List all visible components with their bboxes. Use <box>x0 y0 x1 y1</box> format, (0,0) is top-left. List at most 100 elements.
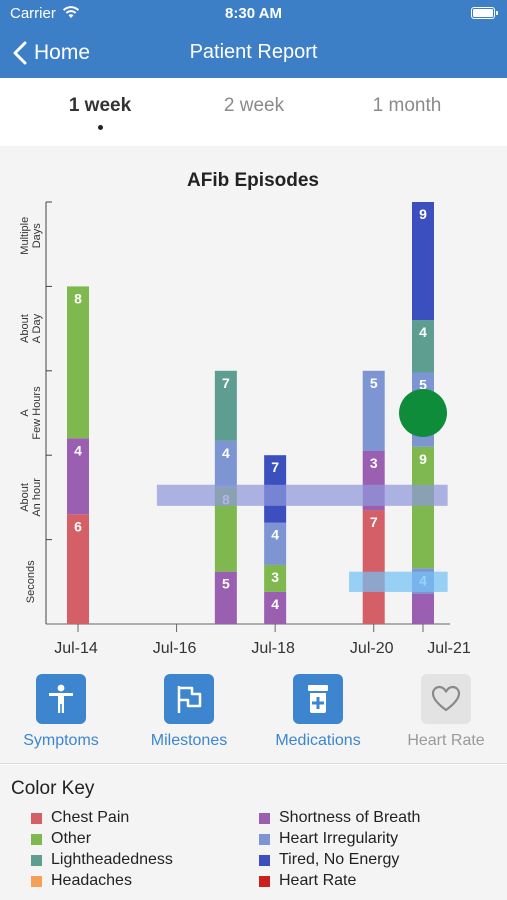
bar-segment <box>362 510 385 624</box>
heart-icon <box>431 685 461 712</box>
heart-rate-marker <box>399 389 447 437</box>
heart-rate-button[interactable]: Heart Rate <box>391 674 501 750</box>
bar-segment <box>214 487 237 572</box>
bar-segment <box>67 514 89 624</box>
bar-segment <box>214 571 237 624</box>
color-swatch <box>31 875 42 887</box>
range-band <box>156 484 448 506</box>
bar-segment-label: 3 <box>370 455 378 471</box>
bar-segment-label: 4 <box>74 442 82 458</box>
bar-segment <box>67 286 89 439</box>
report-actions: Symptoms Milestones Medications Heart Ra… <box>0 666 507 764</box>
key-label: Tired, No Energy <box>279 851 400 868</box>
tab-1-week[interactable]: 1 week <box>40 95 160 130</box>
y-category-text: An hour <box>31 478 43 517</box>
key-label: Shortness of Breath <box>279 809 421 826</box>
symptoms-button[interactable]: Symptoms <box>6 674 116 750</box>
bar-segment-label: 8 <box>74 290 82 306</box>
wifi-icon <box>62 6 80 18</box>
symptoms-tile <box>36 674 86 724</box>
key-label: Heart Irregularity <box>279 830 399 847</box>
milestones-button[interactable]: Milestones <box>134 674 244 750</box>
selected-indicator <box>97 125 103 130</box>
key-item-shortness-of-breath: Shortness of Breath <box>259 808 420 828</box>
y-category-label: About A Day <box>19 313 43 343</box>
color-swatch <box>31 812 42 824</box>
bar-segment-label: 5 <box>370 375 378 391</box>
bar-segment-label: 3 <box>271 569 279 585</box>
key-label: Other <box>51 830 92 847</box>
y-category-text: Days <box>31 223 43 249</box>
clock: 8:30 AM <box>225 5 282 22</box>
milestones-label: Milestones <box>150 732 228 749</box>
tab-label: 1 week <box>68 95 132 116</box>
color-swatch <box>259 854 270 866</box>
bar-segment <box>214 370 237 441</box>
bar-segment-label: 9 <box>419 451 427 467</box>
bar-segment <box>214 440 237 488</box>
y-category-text: A <box>19 409 31 417</box>
heart-rate-tile <box>421 674 471 724</box>
bar-segment <box>264 564 287 592</box>
y-category-text: About <box>19 483 31 512</box>
x-tick-label: Jul-16 <box>153 640 197 657</box>
medications-label: Medications <box>275 732 361 749</box>
key-label: Headaches <box>51 872 132 889</box>
chart-title: AFib Episodes <box>187 170 319 191</box>
bar-segment-label: 5 <box>222 576 230 592</box>
x-tick-label: Jul-21 <box>427 640 471 657</box>
bar-segment-label: 5 <box>419 376 427 392</box>
x-tick-label: Jul-14 <box>54 640 98 657</box>
afib-episodes-chart: AFib Episodes 6485847434773549549 Second… <box>19 170 471 657</box>
back-label: Home <box>34 41 91 64</box>
color-swatch <box>259 833 270 845</box>
tab-1-month[interactable]: 1 month <box>347 95 467 117</box>
y-category-text: Seconds <box>25 560 37 603</box>
color-key-title: Color Key <box>11 778 95 799</box>
chevron-left-icon <box>13 41 27 65</box>
color-swatch <box>31 833 42 845</box>
y-category-text: A Day <box>31 313 43 343</box>
key-label: Lightheadedness <box>51 851 173 868</box>
bar-segment-label: 7 <box>222 375 230 391</box>
color-swatch <box>31 854 42 866</box>
y-category-label: About An hour <box>19 478 43 517</box>
key-label: Heart Rate <box>279 872 357 889</box>
key-item-headaches: Headaches <box>31 871 132 891</box>
bar-segment-label: 4 <box>419 324 427 340</box>
key-item-lightheadedness: Lightheadedness <box>31 850 173 870</box>
range-band <box>349 571 448 592</box>
y-category-label: Seconds <box>25 560 37 603</box>
y-category-text: About <box>19 314 31 343</box>
bar-segment-label: 4 <box>271 527 279 543</box>
tab-2-week[interactable]: 2 week <box>194 95 314 117</box>
symptoms-label: Symptoms <box>23 732 99 749</box>
medicine-bottle-icon <box>308 685 328 713</box>
medications-tile <box>293 674 343 724</box>
color-swatch <box>259 875 270 887</box>
range-selector: 1 week 2 week 1 month <box>0 78 507 146</box>
battery-icon <box>471 7 498 19</box>
bar-segment <box>412 320 434 373</box>
color-key: Color Key Chest Pain Shortness of Breath… <box>0 765 507 900</box>
bar-segment <box>264 591 287 624</box>
x-tick-label: Jul-20 <box>350 640 394 657</box>
afib-chart: AFib Episodes 6485847434773549549 Second… <box>0 146 507 666</box>
key-item-tired-no-energy: Tired, No Energy <box>259 850 399 870</box>
navigation-bar: Home Patient Report <box>0 28 507 78</box>
medications-button[interactable]: Medications <box>263 674 373 750</box>
status-bar: Carrier 8:30 AM <box>0 0 507 28</box>
y-category-text: Multiple <box>19 217 31 255</box>
page-title: Patient Report <box>189 41 318 63</box>
bar-segment <box>412 202 434 321</box>
key-item-chest-pain: Chest Pain <box>31 808 129 828</box>
back-button[interactable]: Home <box>12 38 90 68</box>
y-category-text: Few Hours <box>31 386 43 440</box>
y-category-label: Multiple Days <box>19 217 43 255</box>
bar-segment <box>264 522 287 565</box>
tab-label: 1 month <box>372 95 442 116</box>
key-item-heart-rate: Heart Rate <box>259 871 356 891</box>
bar-segment-label: 4 <box>222 445 230 461</box>
flag-icon <box>177 686 202 713</box>
key-label: Chest Pain <box>51 809 130 826</box>
